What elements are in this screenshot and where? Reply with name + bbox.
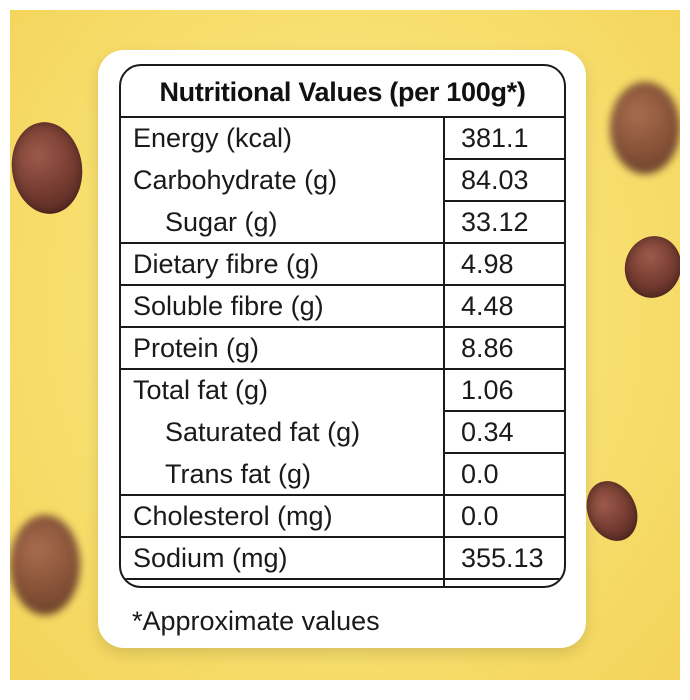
nutrient-value: 381.1 [444, 118, 564, 160]
nutrient-value: 0.0 [444, 495, 564, 538]
table-row: Saturated fat (g) 0.34 [121, 411, 564, 454]
nutrient-name: Cholesterol (mg) [121, 495, 445, 538]
nutrient-value: 0.34 [444, 411, 564, 454]
table-title: Nutritional Values (per 100g*) [121, 66, 564, 118]
cereal-piece-image [10, 515, 80, 615]
table-row: Dietary fibre (g) 4.98 [121, 243, 564, 286]
table-row: Carbohydrate (g) 84.03 [121, 159, 564, 202]
nutrient-name: Protein (g) [121, 327, 445, 370]
nutrient-value: 4.98 [444, 243, 564, 286]
nutrient-name: Soluble fibre (g) [121, 285, 445, 328]
table-row: Protein (g) 8.86 [121, 327, 564, 370]
cereal-piece-image [610, 82, 680, 174]
footnote: *Approximate values [132, 606, 380, 636]
table-row: Iron (mg) 3.59 [121, 579, 564, 586]
nutrient-value: 1.06 [444, 369, 564, 412]
nutrient-name: Dietary fibre (g) [121, 243, 445, 286]
cereal-piece-image [617, 229, 680, 305]
cereal-piece-image [577, 472, 647, 550]
nutrient-name: Iron (mg) [121, 579, 445, 586]
nutrient-value: 4.48 [444, 285, 564, 328]
nutrient-name: Energy (kcal) [121, 118, 445, 159]
nutrient-value: 355.13 [444, 537, 564, 580]
nutrient-name: Sugar (g) [121, 201, 445, 244]
nutrient-value: 0.0 [444, 453, 564, 496]
table-row: Energy (kcal) 381.1 [121, 118, 564, 160]
nutrient-name: Total fat (g) [121, 369, 445, 411]
table-row: Cholesterol (mg) 0.0 [121, 495, 564, 538]
nutrient-value: 8.86 [444, 327, 564, 370]
table-row: Total fat (g) 1.06 [121, 369, 564, 412]
nutrition-table: Energy (kcal) 381.1 Carbohydrate (g) 84.… [121, 118, 564, 586]
nutrition-table-panel: Nutritional Values (per 100g*) Energy (k… [119, 64, 566, 588]
table-row: Sodium (mg) 355.13 [121, 537, 564, 580]
table-row: Sugar (g) 33.12 [121, 201, 564, 244]
nutrient-value: 84.03 [444, 159, 564, 202]
table-row: Trans fat (g) 0.0 [121, 453, 564, 496]
nutrient-name: Saturated fat (g) [121, 411, 445, 453]
nutrient-name: Carbohydrate (g) [121, 159, 445, 201]
nutrient-name: Sodium (mg) [121, 537, 445, 580]
cereal-piece-image [10, 117, 89, 219]
nutrient-value: 3.59 [444, 579, 564, 586]
nutrient-name: Trans fat (g) [121, 453, 445, 496]
nutrient-value: 33.12 [444, 201, 564, 244]
table-row: Soluble fibre (g) 4.48 [121, 285, 564, 328]
